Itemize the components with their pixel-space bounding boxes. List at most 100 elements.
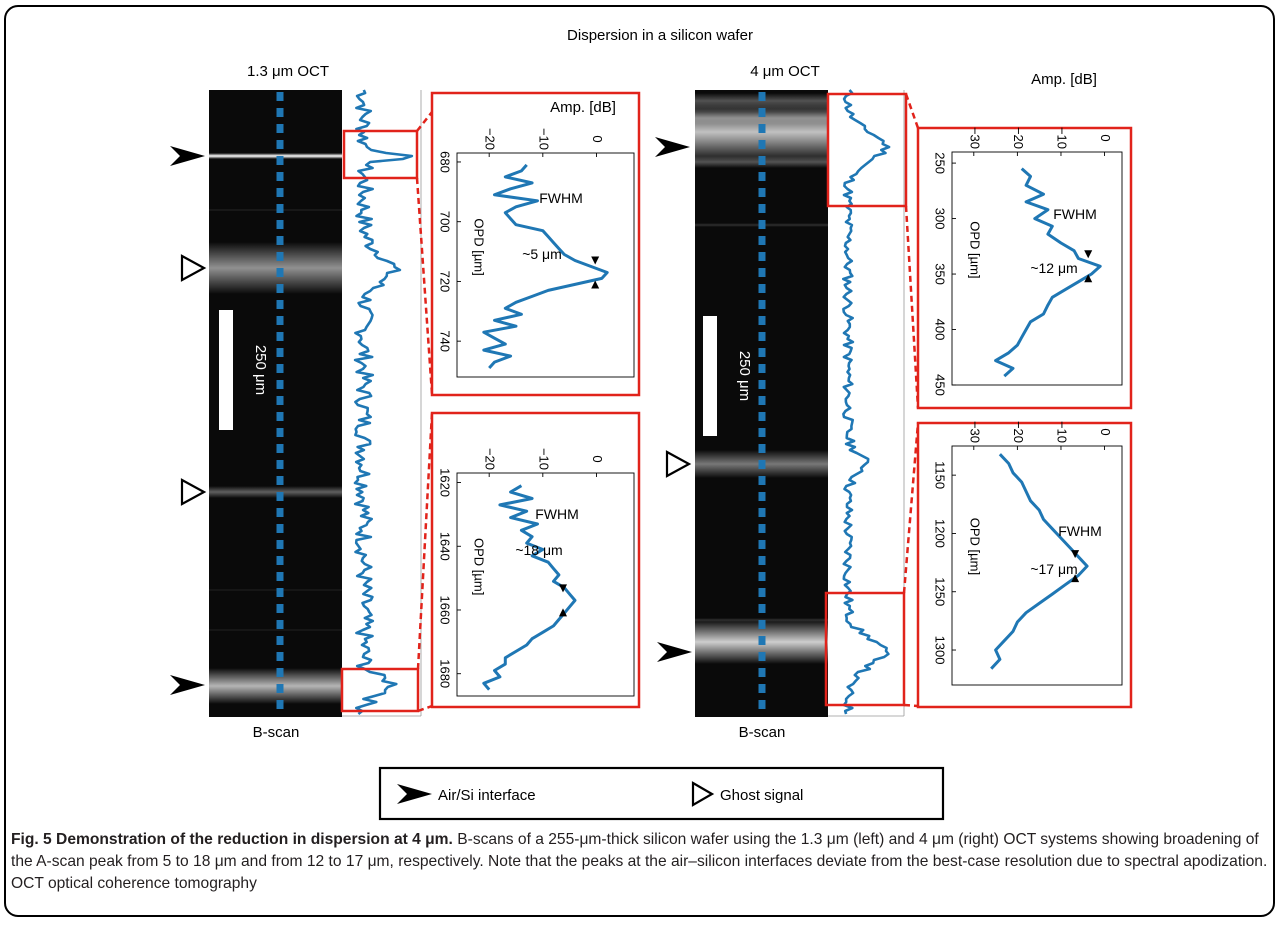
amp-tick-label: −20 bbox=[483, 448, 498, 470]
zoom-box-right-top bbox=[826, 92, 908, 208]
opd-tick-label: 1640 bbox=[438, 532, 453, 561]
legend: Air/Si interface Ghost signal bbox=[378, 766, 945, 821]
fwhm-label: FWHM bbox=[535, 506, 579, 522]
fwhm-width-label: ~5 μm bbox=[522, 246, 562, 262]
fwhm-arrow-icon bbox=[1084, 250, 1093, 259]
bscan-band bbox=[209, 629, 342, 631]
amp-tick-label: 0 bbox=[1098, 134, 1113, 141]
zoom-connector bbox=[416, 111, 433, 132]
zoom-connector bbox=[904, 205, 920, 409]
opd-tick-label: 700 bbox=[438, 211, 453, 233]
zoom-box-left-top bbox=[342, 129, 419, 180]
opd-tick-label: 1200 bbox=[933, 519, 948, 548]
ascan-trace-left bbox=[353, 89, 414, 716]
figure-frame bbox=[4, 5, 1275, 917]
zoom-box-left-bottom bbox=[340, 667, 420, 713]
fwhm-label: FWHM bbox=[1058, 523, 1102, 539]
bscan-left: 250 μm bbox=[209, 90, 342, 717]
fwhm-width-label: ~12 μm bbox=[1030, 260, 1077, 276]
opd-axis-label: OPD [µm] bbox=[472, 538, 487, 595]
inset-plot-area bbox=[456, 472, 635, 697]
opd-tick-label: 1660 bbox=[438, 596, 453, 625]
amp-tick-label: −10 bbox=[536, 448, 551, 470]
ghost-arrow-icon bbox=[180, 478, 207, 506]
inset-border bbox=[430, 411, 641, 709]
amp-tick-label: −20 bbox=[1011, 421, 1026, 443]
zoom-connector bbox=[902, 422, 920, 594]
fwhm-width-label: ~18 μm bbox=[515, 542, 562, 558]
amp-tick-label: −10 bbox=[1055, 421, 1070, 443]
bscan-band bbox=[209, 209, 342, 211]
amp-axis-label: Amp. [dB] bbox=[1031, 71, 1097, 88]
legend-ghost-label: Ghost signal bbox=[720, 787, 803, 804]
inset-border bbox=[916, 421, 1133, 709]
opd-axis-label: OPD [µm] bbox=[968, 221, 983, 278]
fwhm-arrow-icon bbox=[1071, 550, 1080, 559]
fwhm-width-label: ~17 μm bbox=[1030, 561, 1077, 577]
zoom-box-right-bottom bbox=[824, 591, 906, 707]
amp-axis-label: Amp. [dB] bbox=[550, 99, 616, 116]
fwhm-arrow-icon bbox=[591, 256, 600, 265]
opd-tick-label: 1620 bbox=[438, 468, 453, 497]
caption-text: B-scans of a 255-μm-thick silicon wafer … bbox=[11, 831, 1268, 892]
amp-tick-label: −30 bbox=[967, 421, 982, 443]
bscan-band bbox=[209, 589, 342, 591]
fwhm-arrow-icon bbox=[559, 584, 567, 593]
fwhm-label: FWHM bbox=[1053, 206, 1097, 222]
inset-trace bbox=[482, 163, 609, 370]
inset-panel: −30 −20 −10 0 1150 1200 1250 1300 OPD [µm] FWHM ~1… bbox=[916, 421, 1133, 709]
scalebar-left bbox=[219, 310, 233, 430]
zoom-connector bbox=[903, 703, 919, 708]
opd-tick-label: 1300 bbox=[933, 636, 948, 665]
zoom-connector bbox=[416, 412, 434, 670]
opd-tick-label: 350 bbox=[933, 263, 948, 285]
opd-tick-label: 1150 bbox=[933, 461, 948, 489]
inset-plot-area bbox=[456, 152, 635, 378]
bscan-band bbox=[209, 668, 342, 704]
amp-tick-label: 0 bbox=[590, 135, 605, 142]
inset-panel: −20 −10 0 680 700 720 740 OPD [µm] FWHM ~5 μm bbox=[430, 91, 641, 397]
zoom-connector bbox=[415, 177, 434, 395]
zoom-connector bbox=[904, 93, 920, 129]
figure-caption: Fig. 5 Demonstration of the reduction in… bbox=[11, 829, 1273, 895]
figure-title: Dispersion in a silicon wafer bbox=[567, 27, 753, 44]
amp-tick-label: −30 bbox=[967, 127, 982, 149]
fwhm-arrow-icon bbox=[1071, 574, 1080, 583]
ghost-arrow-icon bbox=[665, 450, 692, 478]
ascan-axis-right bbox=[828, 90, 905, 717]
zoom-connector bbox=[417, 704, 433, 713]
amp-tick-label: −10 bbox=[536, 128, 551, 150]
ghost-legend-icon bbox=[691, 781, 715, 807]
opd-tick-label: 720 bbox=[438, 271, 453, 293]
ascan-trace-right bbox=[842, 89, 891, 715]
amp-tick-label: −20 bbox=[1011, 127, 1026, 149]
scalebar-right bbox=[703, 316, 717, 436]
interface-arrow-icon bbox=[170, 146, 205, 166]
opd-tick-label: 1250 bbox=[933, 577, 948, 606]
scalebar-label-left: 250 μm bbox=[252, 345, 269, 395]
opd-tick-label: 450 bbox=[933, 374, 948, 396]
legend-interface-label: Air/Si interface bbox=[438, 787, 536, 804]
inset-trace bbox=[994, 167, 1102, 378]
fwhm-arrow-icon bbox=[591, 280, 600, 289]
bscan-label-left: B-scan bbox=[253, 724, 300, 741]
interface-legend-icon bbox=[397, 784, 432, 804]
amp-tick-label: −20 bbox=[483, 128, 498, 150]
opd-tick-label: 400 bbox=[933, 319, 948, 341]
left-system-label: 1.3 μm OCT bbox=[247, 63, 329, 80]
caption-heading: Fig. 5 Demonstration of the reduction in… bbox=[11, 831, 453, 848]
bscan-right: 250 μm bbox=[695, 90, 828, 717]
opd-tick-label: 740 bbox=[438, 330, 453, 352]
interface-arrow-icon bbox=[657, 642, 692, 662]
opd-tick-label: 680 bbox=[438, 151, 453, 173]
bscan-band bbox=[209, 242, 342, 294]
amp-tick-label: 0 bbox=[590, 455, 605, 462]
fwhm-label: FWHM bbox=[539, 190, 583, 206]
opd-tick-label: 300 bbox=[933, 208, 948, 230]
fwhm-arrow-icon bbox=[1084, 274, 1093, 283]
ghost-arrow-icon bbox=[180, 254, 207, 282]
inset-border bbox=[430, 91, 641, 397]
interface-arrow-icon bbox=[655, 137, 690, 157]
opd-tick-label: 250 bbox=[933, 152, 948, 174]
